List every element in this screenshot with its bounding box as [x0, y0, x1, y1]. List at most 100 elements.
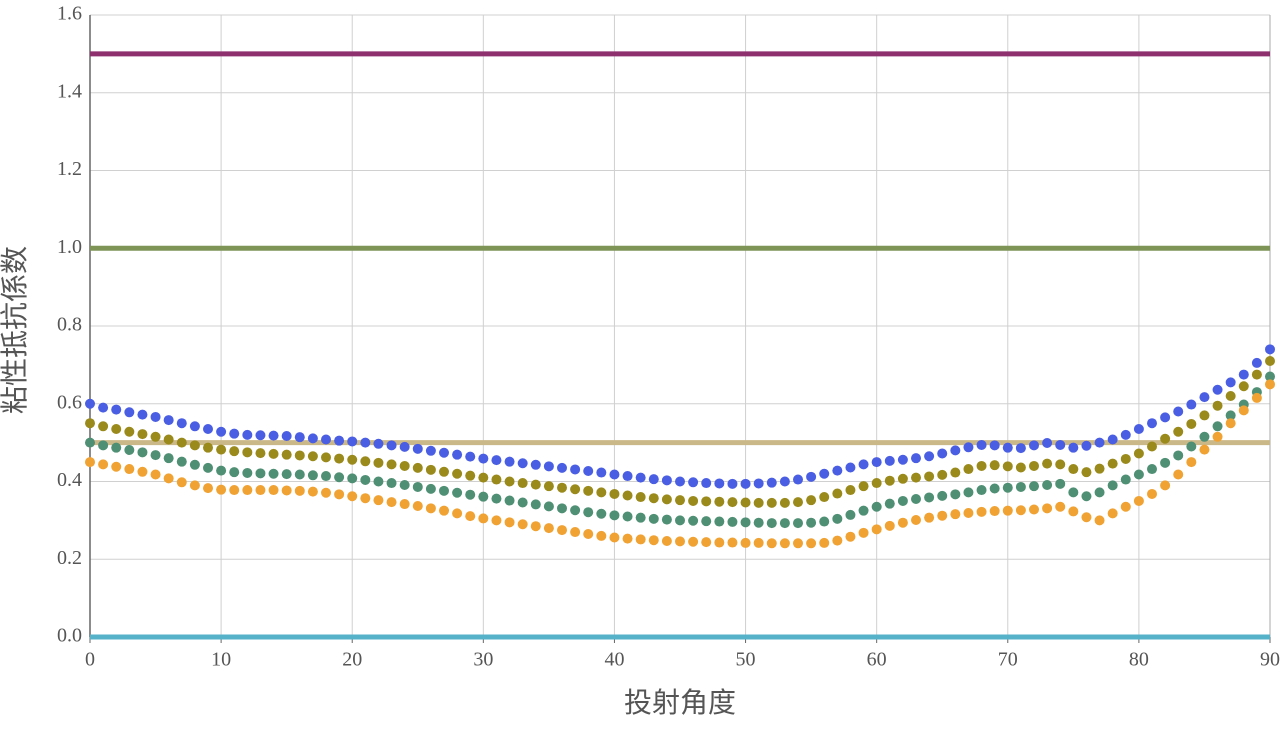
data-point — [766, 497, 777, 508]
data-point — [635, 492, 646, 503]
data-point — [1212, 421, 1223, 432]
data-point — [124, 426, 135, 437]
data-point — [111, 424, 122, 435]
data-point — [307, 486, 318, 497]
x-tick-label: 90 — [1260, 649, 1280, 671]
data-point — [255, 448, 266, 459]
data-point — [504, 517, 515, 528]
data-point — [1173, 426, 1184, 437]
data-point — [766, 518, 777, 529]
data-point — [937, 469, 948, 480]
data-point — [648, 513, 659, 524]
data-point — [491, 455, 502, 466]
data-point — [1015, 505, 1026, 516]
data-point — [294, 450, 305, 461]
data-point — [661, 494, 672, 505]
data-point — [884, 475, 895, 486]
data-point — [530, 459, 541, 470]
data-point — [216, 484, 227, 495]
data-point — [465, 451, 476, 462]
data-point — [189, 440, 200, 451]
data-point — [1133, 424, 1144, 435]
data-point — [360, 493, 371, 504]
x-tick-label: 60 — [867, 649, 887, 671]
data-point — [819, 492, 830, 503]
data-point — [557, 482, 567, 493]
data-point — [661, 514, 672, 525]
data-point — [543, 523, 554, 534]
data-point — [491, 493, 502, 504]
data-point — [334, 489, 345, 500]
data-point — [452, 449, 463, 460]
data-point — [832, 535, 843, 546]
data-point — [937, 510, 948, 521]
data-point — [779, 497, 790, 508]
data-point — [963, 464, 974, 475]
data-point — [1015, 462, 1026, 473]
data-point — [465, 511, 476, 522]
data-point — [281, 485, 292, 496]
data-point — [622, 471, 633, 482]
data-point — [740, 497, 751, 508]
data-point — [661, 535, 672, 546]
data-point — [688, 515, 699, 526]
data-point — [1133, 469, 1144, 480]
data-point — [989, 506, 1000, 517]
data-point — [294, 432, 305, 443]
data-point — [779, 476, 790, 487]
data-point — [307, 433, 318, 444]
data-point — [216, 465, 227, 476]
data-point — [845, 509, 856, 520]
x-tick-label: 80 — [1129, 649, 1149, 671]
data-point — [1173, 469, 1184, 480]
data-point — [1055, 478, 1066, 489]
data-point — [1225, 418, 1236, 429]
data-point — [425, 503, 436, 514]
data-point — [216, 426, 227, 437]
data-point — [281, 469, 292, 480]
data-point — [543, 461, 554, 472]
data-point — [871, 501, 882, 512]
data-point — [557, 525, 567, 536]
data-point — [1160, 457, 1171, 468]
data-point — [701, 516, 712, 527]
data-point — [1225, 377, 1236, 388]
y-tick-label: 1.0 — [57, 236, 82, 258]
data-point — [976, 506, 987, 517]
data-point — [294, 469, 305, 480]
data-point — [255, 468, 266, 479]
data-point — [1068, 442, 1079, 453]
data-point — [530, 499, 541, 510]
data-point — [85, 457, 95, 468]
data-point — [609, 510, 620, 521]
data-point — [819, 537, 830, 548]
data-point — [1107, 434, 1118, 445]
data-point — [884, 498, 895, 509]
data-point — [1265, 344, 1275, 355]
data-point — [373, 457, 384, 468]
data-point — [596, 530, 607, 541]
data-point — [950, 445, 961, 456]
data-point — [845, 531, 856, 542]
data-point — [1120, 474, 1131, 485]
data-point — [1094, 515, 1105, 526]
data-point — [98, 459, 109, 470]
data-point — [858, 481, 869, 492]
data-point — [1068, 506, 1079, 517]
data-point — [268, 430, 279, 441]
data-point — [307, 470, 318, 481]
data-point — [242, 485, 253, 496]
data-point — [635, 534, 646, 545]
data-point — [897, 454, 908, 465]
data-point — [858, 459, 869, 470]
data-point — [701, 537, 712, 548]
data-point — [373, 476, 384, 487]
data-point — [1029, 440, 1039, 451]
data-point — [1160, 480, 1171, 491]
data-point — [661, 475, 672, 486]
data-point — [832, 513, 843, 524]
data-point — [412, 462, 423, 473]
data-point — [727, 478, 738, 489]
data-point — [124, 464, 135, 475]
data-point — [111, 442, 122, 453]
